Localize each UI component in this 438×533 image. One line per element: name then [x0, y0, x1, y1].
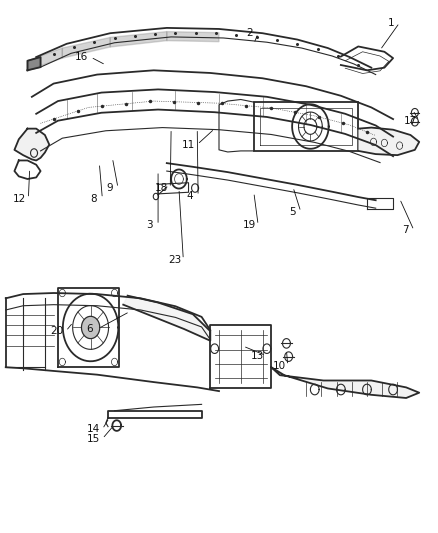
Polygon shape [110, 31, 167, 47]
Polygon shape [123, 296, 210, 341]
Text: 19: 19 [243, 220, 256, 230]
Text: 23: 23 [168, 255, 181, 264]
Text: 15: 15 [87, 434, 100, 444]
Text: 6: 6 [86, 324, 93, 334]
Text: 3: 3 [146, 220, 153, 230]
Polygon shape [81, 317, 100, 338]
Text: 2: 2 [246, 28, 253, 38]
Polygon shape [62, 37, 110, 58]
Text: 8: 8 [90, 193, 97, 204]
Text: 20: 20 [50, 326, 64, 336]
Polygon shape [167, 31, 219, 42]
Text: 4: 4 [186, 191, 193, 201]
Text: 14: 14 [87, 424, 100, 434]
Text: 17: 17 [404, 116, 417, 126]
Text: 7: 7 [402, 225, 409, 236]
Text: 1: 1 [388, 18, 394, 28]
Polygon shape [358, 127, 419, 155]
Text: 18: 18 [155, 183, 168, 193]
Polygon shape [271, 367, 419, 398]
Polygon shape [14, 128, 49, 160]
Text: 11: 11 [182, 140, 195, 150]
Text: 10: 10 [272, 361, 286, 370]
Text: 16: 16 [75, 52, 88, 62]
Text: 9: 9 [106, 183, 113, 193]
Polygon shape [28, 48, 62, 70]
Text: 12: 12 [13, 193, 26, 204]
Text: 13: 13 [251, 351, 264, 361]
Text: 5: 5 [289, 207, 295, 217]
Polygon shape [28, 57, 41, 70]
